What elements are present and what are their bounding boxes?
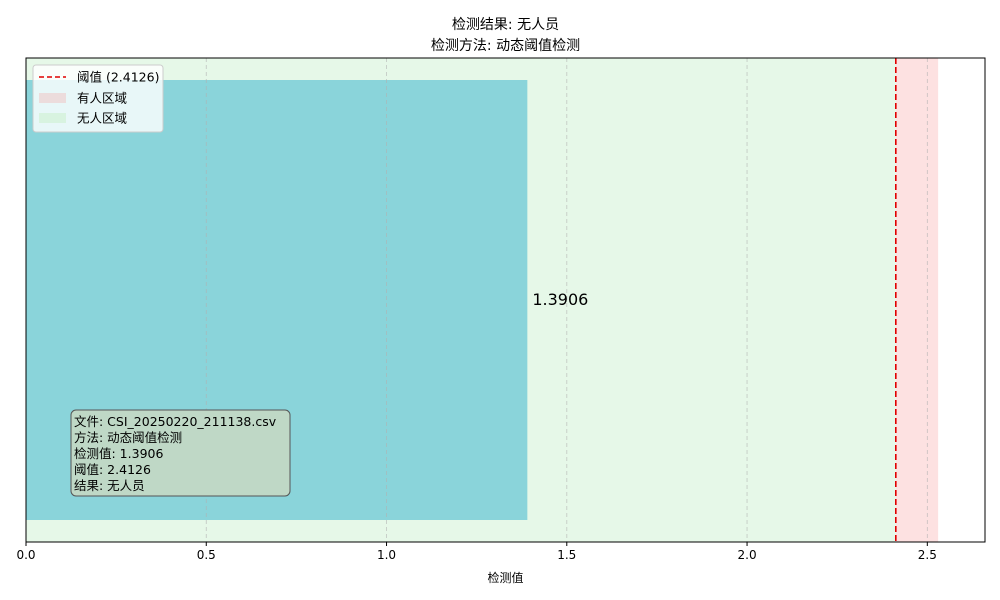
info-box: 文件: CSI_20250220_211138.csv 方法: 动态阈值检测 检… <box>70 409 291 497</box>
zone-occupied-span <box>895 58 939 542</box>
info-line-method: 方法: 动态阈值检测 <box>74 430 182 445</box>
info-line-file: 文件: CSI_20250220_211138.csv <box>74 414 277 429</box>
info-box-frame <box>70 409 291 497</box>
x-tick-label: 1.0 <box>377 548 396 562</box>
chart-title-line-1: 检测结果: 无人员 <box>452 17 559 33</box>
chart-title-line-2: 检测方法: 动态阈值检测 <box>431 38 580 54</box>
info-line-value: 检测值: 1.3906 <box>74 446 163 461</box>
x-tick-label: 2.5 <box>918 548 937 562</box>
x-tick-label: 0.5 <box>197 548 216 562</box>
legend: 阈值 (2.4126) 有人区域 无人区域 <box>32 64 164 133</box>
info-line-threshold: 阈值: 2.4126 <box>74 462 151 477</box>
plot-frame <box>25 57 986 543</box>
x-tick-label: 2.0 <box>738 548 757 562</box>
legend-occupied-swatch <box>39 93 66 103</box>
legend-threshold-label: 阈值 (2.4126) <box>77 70 159 85</box>
info-line-result: 结果: 无人员 <box>74 478 145 493</box>
legend-empty-label: 无人区域 <box>77 111 127 126</box>
x-tick-label: 1.5 <box>557 548 576 562</box>
legend-empty-swatch <box>39 113 66 123</box>
legend-occupied-label: 有人区域 <box>77 91 127 106</box>
chart-title: 检测结果: 无人员 检测方法: 动态阈值检测 <box>431 17 580 54</box>
x-axis-label: 检测值 <box>487 570 523 585</box>
bar-value-label: 1.3906 <box>532 290 588 309</box>
x-tick-label: 0.0 <box>16 548 35 562</box>
